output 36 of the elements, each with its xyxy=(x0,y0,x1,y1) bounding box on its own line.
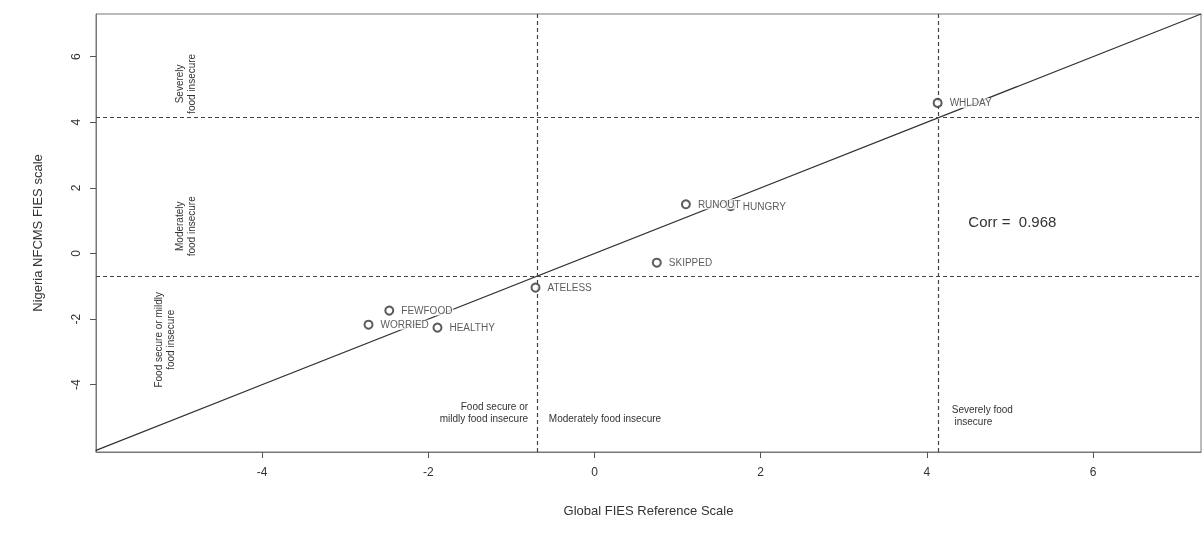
data-label: SKIPPED xyxy=(668,257,713,269)
y-tick-label: -2 xyxy=(69,313,83,325)
annotation: Food secure or mildly food insecure xyxy=(439,401,529,425)
data-label: WHLDAY xyxy=(949,97,992,109)
y-axis-title: Nigeria NFCMS FIES scale xyxy=(30,154,45,312)
annotation: Food secure or mildly food insecure xyxy=(153,292,177,388)
data-label: WORRIED xyxy=(380,319,429,331)
x-tick-label: -2 xyxy=(422,465,434,479)
annotation: Severely food insecure xyxy=(174,53,198,114)
point xyxy=(680,199,691,210)
x-tick-label: -4 xyxy=(256,465,268,479)
data-label: FEWFOOD xyxy=(401,305,453,317)
point xyxy=(932,97,943,108)
point xyxy=(363,319,374,330)
point xyxy=(384,305,395,316)
data-label: RUNOUT xyxy=(697,198,741,210)
point xyxy=(530,282,541,293)
point xyxy=(432,322,443,333)
annotation: Moderately food insecure xyxy=(548,412,662,424)
annotation: Corr = 0.968 xyxy=(968,212,1057,230)
data-label: ATELESS xyxy=(547,282,593,294)
y-tick-label: 6 xyxy=(69,53,83,60)
x-tick-label: 0 xyxy=(591,465,599,479)
point xyxy=(651,257,662,268)
annotation: Moderately food insecure xyxy=(174,195,198,257)
x-tick-label: 6 xyxy=(1089,465,1097,479)
x-tick-label: 4 xyxy=(923,465,931,479)
y-tick-label: -4 xyxy=(69,379,83,391)
data-label: HUNGRY xyxy=(742,200,787,212)
x-tick-label: 2 xyxy=(757,465,765,479)
data-label: HEALTHY xyxy=(449,322,496,334)
annotation: Severely food insecure xyxy=(951,404,1013,428)
y-tick-label: 4 xyxy=(69,118,83,126)
y-tick-label: 0 xyxy=(69,249,83,257)
y-tick-label: 2 xyxy=(69,184,83,192)
x-axis-title: Global FIES Reference Scale xyxy=(563,503,734,518)
